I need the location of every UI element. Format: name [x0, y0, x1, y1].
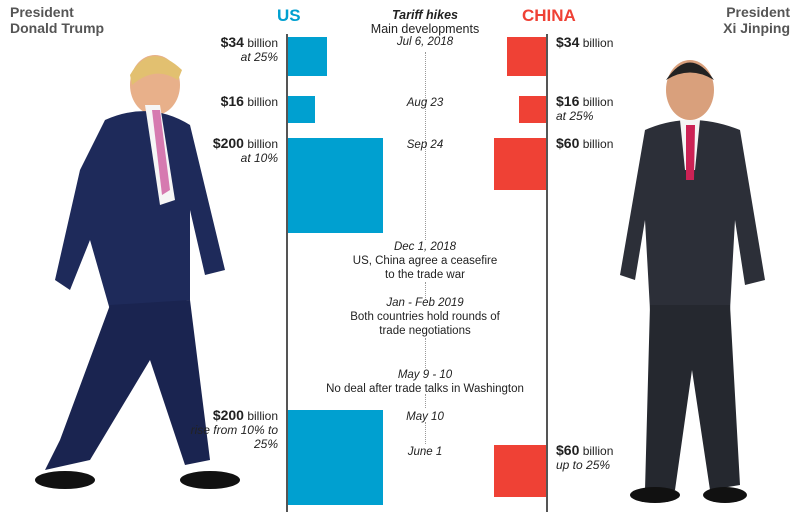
rate-note: at 10% — [240, 151, 278, 165]
rate-note: at 25% — [556, 109, 594, 123]
unit: billion — [582, 137, 614, 151]
unit: billion — [247, 36, 278, 50]
timeline-dotted — [425, 52, 426, 240]
us-bar-label: $200 billion at 10% — [188, 136, 278, 165]
unit: billion — [582, 444, 614, 458]
right-leader-label: President Xi Jinping — [723, 4, 790, 36]
us-bar — [288, 410, 383, 505]
us-bar — [288, 96, 315, 123]
chart-title-block: Tariff hikes Main developments — [330, 8, 520, 36]
amount: $60 — [556, 442, 580, 458]
china-bar — [519, 96, 546, 123]
china-bar — [494, 445, 546, 497]
event: Dec 1, 2018 US, China agree a ceasefire t… — [300, 240, 550, 282]
china-bar-label: $60 billion — [556, 136, 636, 151]
china-bar-label: $16 billion at 25% — [556, 94, 636, 123]
event: Jan - Feb 2019 Both countries hold rounds… — [300, 296, 550, 338]
amount: $60 — [556, 135, 580, 151]
event-date: May 9 - 10 — [397, 369, 453, 381]
china-bar-label: $34 billion — [556, 35, 636, 50]
unit: billion — [582, 36, 614, 50]
us-bar — [288, 37, 327, 76]
timeline-dotted — [425, 422, 426, 444]
us-bar-label: $200 billion rise from 10% to 25% — [188, 408, 278, 451]
trump-photo — [35, 55, 240, 489]
unit: billion — [247, 137, 278, 151]
timeline-dotted — [425, 394, 426, 408]
event-date: Aug 23 — [406, 97, 444, 109]
event-text: Both countries hold rounds of trade nego… — [350, 311, 500, 337]
amount: $16 — [556, 93, 580, 109]
right-name: Xi Jinping — [723, 20, 790, 36]
event-date: June 1 — [407, 446, 443, 458]
event-date: Sep 24 — [406, 139, 444, 151]
left-name: Donald Trump — [10, 20, 105, 36]
event: June 1 — [300, 445, 550, 459]
left-title: President — [10, 4, 74, 20]
china-bar — [507, 37, 546, 76]
chart-title: Tariff hikes — [392, 8, 458, 22]
us-header: US — [277, 6, 301, 25]
left-leader-label: President Donald Trump — [10, 4, 104, 36]
us-bar-label: $16 billion — [188, 94, 278, 109]
event-date: Jan - Feb 2019 — [386, 297, 464, 309]
event: Sep 24 — [300, 138, 550, 152]
chart-subtitle: Main developments — [370, 22, 480, 36]
event-date: Dec 1, 2018 — [393, 241, 456, 253]
unit: billion — [582, 95, 614, 109]
china-bar — [494, 138, 546, 190]
china-bar-label: $60 billion up to 25% — [556, 443, 636, 472]
amount: $200 — [212, 135, 244, 151]
event-text: No deal after trade talks in Washington — [326, 383, 524, 395]
timeline-dotted — [425, 282, 426, 300]
event: Jul 6, 2018 — [300, 35, 550, 49]
rate-note: rise from 10% to 25% — [190, 423, 278, 451]
event: May 9 - 10 No deal after trade talks in W… — [300, 368, 550, 396]
amount: $34 — [220, 34, 244, 50]
us-bar-label: $34 billion at 25% — [188, 35, 278, 64]
right-title: President — [726, 4, 790, 20]
amount: $16 — [220, 93, 244, 109]
event-date: Jul 6, 2018 — [396, 36, 454, 48]
xi-photo — [620, 60, 765, 503]
unit: billion — [247, 409, 278, 423]
rate-note: at 25% — [240, 50, 278, 64]
timeline-dotted — [425, 338, 426, 368]
amount: $34 — [556, 34, 580, 50]
event: May 10 — [300, 410, 550, 424]
us-axis — [286, 34, 288, 512]
rate-note: up to 25% — [556, 458, 611, 472]
event-text: US, China agree a ceasefire to the trade… — [352, 255, 498, 281]
unit: billion — [247, 95, 278, 109]
amount: $200 — [212, 407, 244, 423]
event-date: May 10 — [406, 411, 444, 423]
event: Aug 23 — [300, 96, 550, 110]
china-axis — [546, 34, 548, 512]
us-bar — [288, 138, 383, 233]
china-header: CHINA — [522, 6, 576, 25]
